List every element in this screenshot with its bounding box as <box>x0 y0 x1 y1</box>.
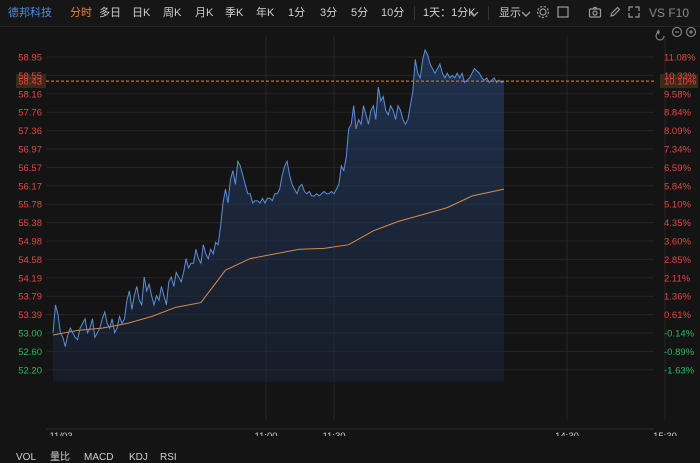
percent-tick-label: 2.85% <box>664 255 691 266</box>
price-tick-label: 53.79 <box>18 292 42 303</box>
tab-period-9[interactable]: 5分 <box>351 7 369 19</box>
tab-period-2[interactable]: 日K <box>132 7 151 19</box>
time-tick-label: 11:00 <box>254 431 277 436</box>
avg-price-line <box>52 188 505 336</box>
percent-tick-label: 5.84% <box>664 181 691 192</box>
percent-tick-label: 2.11% <box>664 273 691 284</box>
percent-tick-label: 11.08% <box>664 53 696 64</box>
current-price-label: 58.43 <box>18 77 42 88</box>
undo-icon[interactable] <box>655 29 665 41</box>
price-tick-label: 57.76 <box>18 108 42 119</box>
pencil-icon[interactable] <box>608 5 622 19</box>
indicator-tab-0[interactable]: VOL <box>16 452 37 463</box>
display-menu[interactable]: 显示 <box>499 7 521 19</box>
price-tick-label: 57.36 <box>18 126 42 137</box>
tab-period-1[interactable]: 多日 <box>99 7 121 19</box>
percent-tick-label: -1.63% <box>664 365 695 376</box>
tab-period-5[interactable]: 季K <box>225 7 244 19</box>
percent-tick-label: 3.60% <box>664 237 691 248</box>
expand-icon[interactable] <box>627 5 641 19</box>
tab-period-7[interactable]: 1分 <box>288 7 306 19</box>
zoom-out-icon[interactable] <box>671 26 683 38</box>
percent-axis: 11.08% 10.33% 9.58% 8.84% 8.09% 7.34% 6.59% 5.8… <box>664 53 697 377</box>
price-tick-label: 58.16 <box>18 89 42 100</box>
price-tick-label: 56.17 <box>18 181 42 192</box>
intraday-chart[interactable]: 58.43 10.10% 58.95 58.55 58.16 57.76 57.36 56.… <box>0 26 700 436</box>
price-tick-label: 54.58 <box>18 255 42 266</box>
percent-tick-label: 7.34% <box>664 145 691 156</box>
percent-tick-label: -0.89% <box>664 347 695 358</box>
price-tick-label: 58.95 <box>18 53 42 64</box>
separator <box>488 6 489 20</box>
chevron-down-icon[interactable] <box>467 7 481 21</box>
price-area <box>53 50 504 382</box>
price-line <box>52 48 505 347</box>
percent-tick-label: 10.33% <box>664 71 697 82</box>
range-select[interactable]: 1天：1分K <box>423 7 476 19</box>
price-tick-label: 56.97 <box>18 145 42 156</box>
time-tick-label: 11:30 <box>322 431 345 436</box>
percent-tick-label: 8.84% <box>664 108 691 119</box>
indicator-tab-4[interactable]: RSI <box>160 452 177 463</box>
tab-period-3[interactable]: 周K <box>163 7 182 19</box>
price-tick-label: 55.38 <box>18 218 42 229</box>
tab-period-0[interactable]: 分时 <box>70 7 92 19</box>
indicator-tab-2[interactable]: MACD <box>84 452 114 463</box>
current-pct-badge <box>660 74 698 89</box>
price-tick-label: 54.98 <box>18 237 42 248</box>
zoom-in-icon[interactable] <box>685 26 697 38</box>
percent-tick-label: 5.10% <box>664 200 691 211</box>
percent-tick-label: -0.14% <box>664 329 695 340</box>
checkbox-icon[interactable] <box>556 5 570 19</box>
tab-period-4[interactable]: 月K <box>195 7 214 19</box>
price-tick-label: 52.60 <box>18 347 42 358</box>
time-tick-label: 14:30 <box>555 431 579 436</box>
percent-tick-label: 9.58% <box>664 89 691 100</box>
time-tick-label: 15:30 <box>653 431 677 436</box>
price-tick-label: 53.00 <box>18 329 42 340</box>
current-price-line: 58.43 10.10% <box>16 74 698 89</box>
percent-tick-label: 6.59% <box>664 163 691 174</box>
settings-icon[interactable] <box>536 5 550 19</box>
current-price-badge <box>16 74 46 89</box>
indicator-tab-3[interactable]: KDJ <box>129 452 148 463</box>
percent-tick-label: 8.09% <box>664 126 691 137</box>
price-tick-label: 52.20 <box>18 365 42 376</box>
indicator-tabs: VOL 量比 MACD KDJ RSI <box>0 452 700 463</box>
indicator-tab-1[interactable]: 量比 <box>50 452 70 463</box>
stock-name[interactable]: 德邦科技 <box>8 7 52 19</box>
price-tick-label: 58.55 <box>18 71 42 82</box>
tab-period-6[interactable]: 年K <box>256 7 275 19</box>
series-lines <box>52 48 505 347</box>
percent-tick-label: 0.61% <box>664 310 691 321</box>
price-tick-label: 53.39 <box>18 310 42 321</box>
vs-f10-buttons[interactable]: VS F10 <box>649 6 690 20</box>
price-tick-label: 54.19 <box>18 273 42 284</box>
chevron-down-icon[interactable] <box>519 7 533 21</box>
price-axis: 58.95 58.55 58.16 57.76 57.36 56.97 56.57 56.17… <box>18 53 42 377</box>
tab-period-8[interactable]: 3分 <box>320 7 338 19</box>
time-tick-label: 11/03 <box>49 431 72 436</box>
price-tick-label: 56.57 <box>18 163 42 174</box>
percent-tick-label: 4.35% <box>664 218 691 229</box>
time-axis: 11/03 11:00 11:30 14:30 15:30 <box>49 431 676 436</box>
current-pct-label: 10.10% <box>664 77 697 88</box>
camera-icon[interactable] <box>588 5 602 19</box>
chart-tools <box>655 26 697 41</box>
percent-tick-label: 1.36% <box>664 292 691 303</box>
price-area-fill <box>53 50 504 382</box>
separator <box>414 6 415 20</box>
toolbar: 德邦科技 分时 多日 日K 周K 月K 季K 年K 1分 3分 5分 10分 1天：1分K 显示 V… <box>0 0 700 27</box>
tab-period-10[interactable]: 10分 <box>381 7 405 19</box>
price-tick-label: 55.78 <box>18 200 42 211</box>
